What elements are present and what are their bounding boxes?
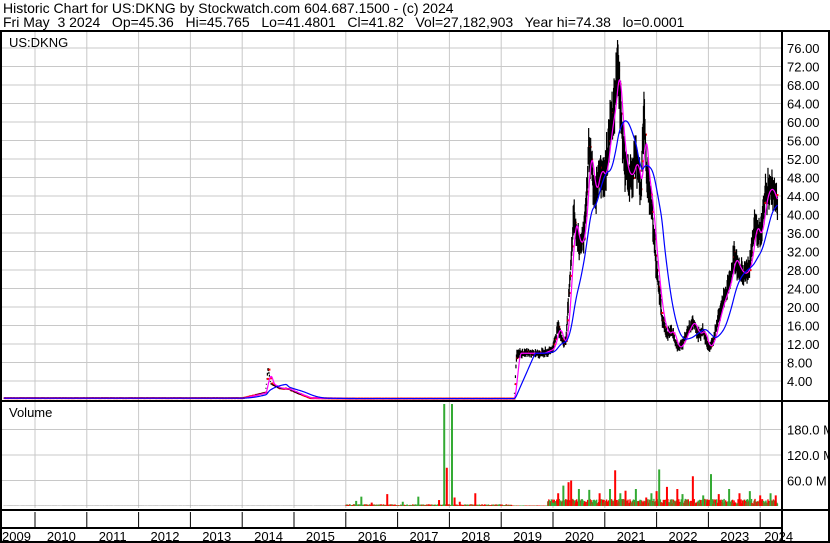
x-tick-label: 2018 xyxy=(461,529,490,543)
x-tick-label: 2016 xyxy=(358,529,387,543)
close-marker xyxy=(555,338,558,341)
x-tick-label: 2021 xyxy=(617,529,646,543)
short-moving-average-line xyxy=(3,79,778,400)
x-tick-label: 2022 xyxy=(669,529,698,543)
x-tick-label: 2020 xyxy=(565,529,594,543)
quote-summary: Fri May 3 2024 Op=45.36 Hi=45.765 Lo=41.… xyxy=(3,14,685,30)
x-tick-label: 2017 xyxy=(410,529,439,543)
chart-title: Historic Chart for US:DKNG by Stockwatch… xyxy=(3,0,454,16)
close-marker xyxy=(266,377,269,380)
volume-label: Volume xyxy=(9,405,52,420)
y-tick-label: 52.00 xyxy=(787,152,820,167)
x-tick-label: 2015 xyxy=(306,529,335,543)
close-marker xyxy=(567,319,570,322)
y-tick-label: 72.00 xyxy=(787,60,820,75)
chart-frame xyxy=(0,30,830,543)
y-tick-label: 36.00 xyxy=(787,226,820,241)
y-tick-label: 4.00 xyxy=(787,374,812,389)
x-tick-label: 2024 xyxy=(764,529,793,543)
y-tick-label: 20.00 xyxy=(787,300,820,315)
y-tick-label: 60.00 xyxy=(787,115,820,130)
y-tick-label: 48.00 xyxy=(787,171,820,186)
y-tick-label: 44.00 xyxy=(787,189,820,204)
close-marker xyxy=(641,160,644,163)
y-tick-label: 56.00 xyxy=(787,134,820,149)
volume-tick-label: 180.0 M xyxy=(787,423,830,438)
x-tick-label: 2014 xyxy=(254,529,283,543)
x-tick-label: 2010 xyxy=(47,529,76,543)
y-tick-label: 64.00 xyxy=(787,97,820,112)
close-marker xyxy=(776,194,779,197)
y-tick-label: 32.00 xyxy=(787,245,820,260)
y-tick-label: 24.00 xyxy=(787,282,820,297)
symbol-label: US:DKNG xyxy=(9,35,68,50)
close-marker xyxy=(269,377,272,380)
x-tick-label: 2019 xyxy=(513,529,542,543)
y-tick-label: 28.00 xyxy=(787,263,820,278)
close-marker xyxy=(661,311,664,314)
x-tick-label: 2023 xyxy=(720,529,749,543)
close-marker xyxy=(570,274,573,277)
close-marker xyxy=(268,368,271,371)
y-tick-label: 40.00 xyxy=(787,208,820,223)
close-marker xyxy=(764,201,767,204)
long-moving-average-line xyxy=(3,120,778,400)
close-marker xyxy=(514,383,517,386)
close-marker xyxy=(271,382,274,385)
x-tick-label: 2013 xyxy=(202,529,231,543)
close-marker xyxy=(553,343,556,346)
x-tick-label: 2012 xyxy=(151,529,180,543)
x-tick-label: 2009 xyxy=(2,529,31,543)
volume-tick-label: 120.0 M xyxy=(787,448,830,463)
y-tick-label: 76.00 xyxy=(787,41,820,56)
y-tick-label: 12.00 xyxy=(787,337,820,352)
x-tick-label: 2011 xyxy=(99,529,127,543)
y-tick-label: 8.00 xyxy=(787,356,812,371)
y-tick-label: 68.00 xyxy=(787,78,820,93)
volume-tick-label: 60.0 M xyxy=(787,474,827,489)
y-tick-label: 16.00 xyxy=(787,319,820,334)
